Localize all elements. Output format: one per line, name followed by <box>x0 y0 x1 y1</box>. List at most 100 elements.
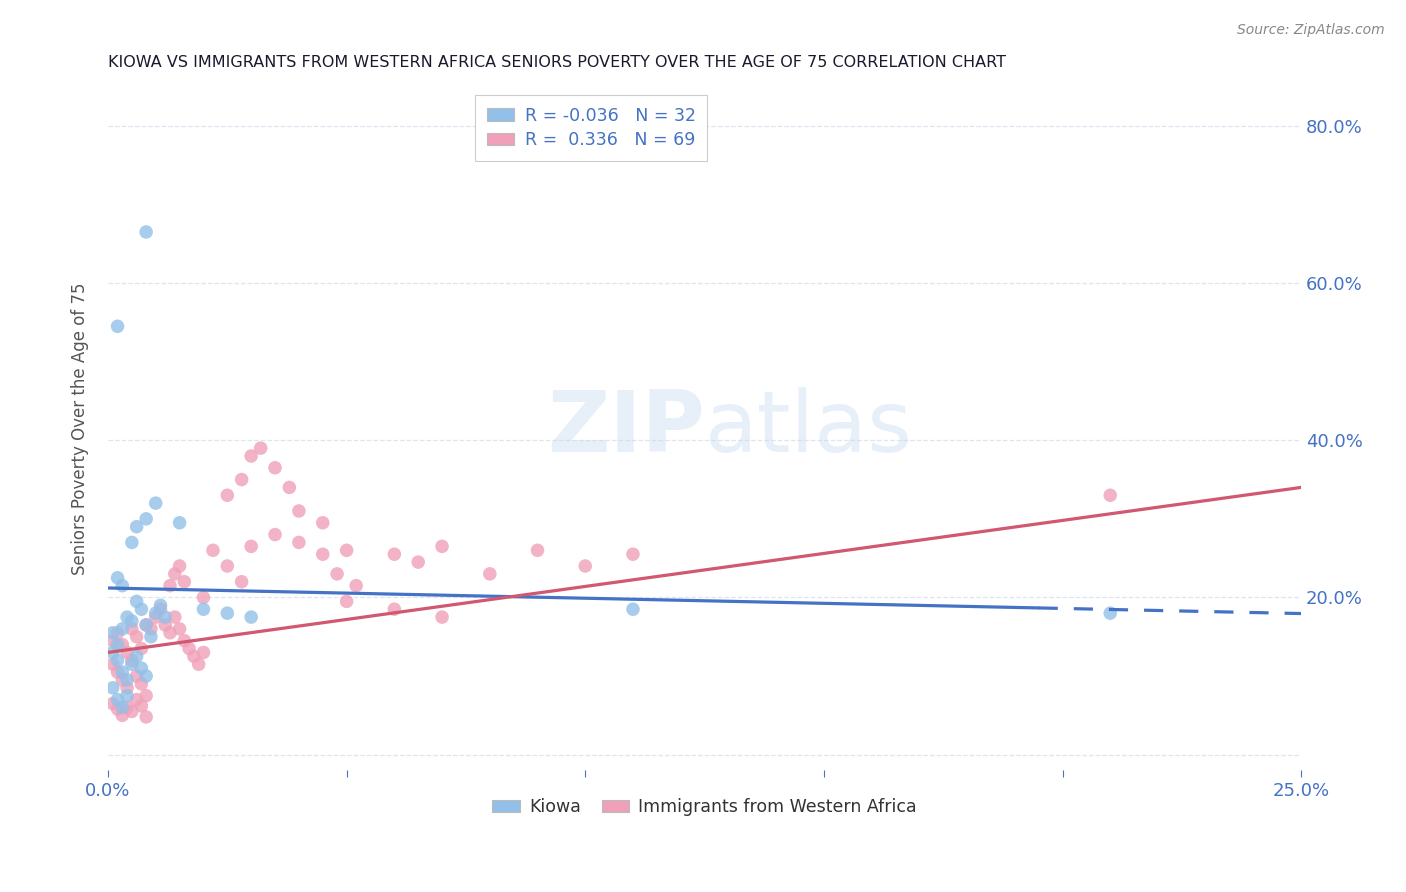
Point <box>1099 488 1122 502</box>
Point <box>115 681 138 695</box>
Point <box>131 698 153 713</box>
Point <box>217 606 239 620</box>
Point <box>111 700 134 714</box>
Point <box>125 669 148 683</box>
Point <box>217 559 239 574</box>
Point <box>155 618 177 632</box>
Point <box>312 516 335 530</box>
Point <box>382 602 405 616</box>
Point <box>135 225 157 239</box>
Point <box>621 602 644 616</box>
Point <box>125 649 148 664</box>
Point <box>139 630 162 644</box>
Text: ZIP: ZIP <box>547 387 704 470</box>
Point <box>101 657 124 672</box>
Point <box>107 702 129 716</box>
Point <box>135 710 157 724</box>
Point <box>336 594 359 608</box>
Point <box>101 697 124 711</box>
Point <box>169 622 191 636</box>
Point <box>101 633 124 648</box>
Point <box>526 543 548 558</box>
Point <box>312 547 335 561</box>
Point <box>173 633 195 648</box>
Point <box>121 622 143 636</box>
Point <box>107 638 129 652</box>
Point <box>183 649 205 664</box>
Point <box>249 441 271 455</box>
Point <box>107 571 129 585</box>
Point <box>125 594 148 608</box>
Point <box>288 504 311 518</box>
Point <box>326 566 349 581</box>
Point <box>159 625 181 640</box>
Point <box>111 708 134 723</box>
Point <box>288 535 311 549</box>
Point <box>574 559 596 574</box>
Point <box>169 559 191 574</box>
Point <box>240 449 263 463</box>
Point <box>145 496 167 510</box>
Point <box>430 540 453 554</box>
Point <box>344 579 367 593</box>
Point <box>111 579 134 593</box>
Point <box>135 618 157 632</box>
Point <box>193 602 215 616</box>
Point <box>231 473 253 487</box>
Point <box>163 566 186 581</box>
Point <box>115 689 138 703</box>
Point <box>336 543 359 558</box>
Point <box>406 555 429 569</box>
Point <box>145 610 167 624</box>
Point <box>135 618 157 632</box>
Text: KIOWA VS IMMIGRANTS FROM WESTERN AFRICA SENIORS POVERTY OVER THE AGE OF 75 CORRE: KIOWA VS IMMIGRANTS FROM WESTERN AFRICA … <box>108 55 1005 70</box>
Point <box>135 512 157 526</box>
Point <box>430 610 453 624</box>
Point <box>159 579 181 593</box>
Point <box>125 692 148 706</box>
Point <box>135 689 157 703</box>
Point <box>125 630 148 644</box>
Point <box>149 602 172 616</box>
Point <box>101 625 124 640</box>
Y-axis label: Seniors Poverty Over the Age of 75: Seniors Poverty Over the Age of 75 <box>72 282 89 574</box>
Text: atlas: atlas <box>704 387 912 470</box>
Point <box>135 669 157 683</box>
Point <box>115 673 138 687</box>
Point <box>131 677 153 691</box>
Point <box>139 622 162 636</box>
Point <box>193 591 215 605</box>
Point <box>111 622 134 636</box>
Point <box>107 665 129 679</box>
Point <box>621 547 644 561</box>
Point <box>169 516 191 530</box>
Point <box>155 610 177 624</box>
Point <box>101 681 124 695</box>
Point <box>264 460 287 475</box>
Point <box>163 610 186 624</box>
Point <box>107 692 129 706</box>
Point <box>111 673 134 687</box>
Point <box>131 641 153 656</box>
Point <box>382 547 405 561</box>
Point <box>131 661 153 675</box>
Point <box>149 599 172 613</box>
Legend: Kiowa, Immigrants from Western Africa: Kiowa, Immigrants from Western Africa <box>485 791 924 823</box>
Point <box>187 657 209 672</box>
Point <box>478 566 501 581</box>
Point <box>125 519 148 533</box>
Point <box>173 574 195 589</box>
Point <box>240 610 263 624</box>
Point <box>121 657 143 672</box>
Point <box>121 705 143 719</box>
Point <box>240 540 263 554</box>
Point <box>1099 606 1122 620</box>
Text: Source: ZipAtlas.com: Source: ZipAtlas.com <box>1237 23 1385 37</box>
Point <box>107 625 129 640</box>
Point <box>107 319 129 334</box>
Point <box>111 638 134 652</box>
Point <box>201 543 224 558</box>
Point <box>217 488 239 502</box>
Point <box>101 645 124 659</box>
Point <box>145 606 167 620</box>
